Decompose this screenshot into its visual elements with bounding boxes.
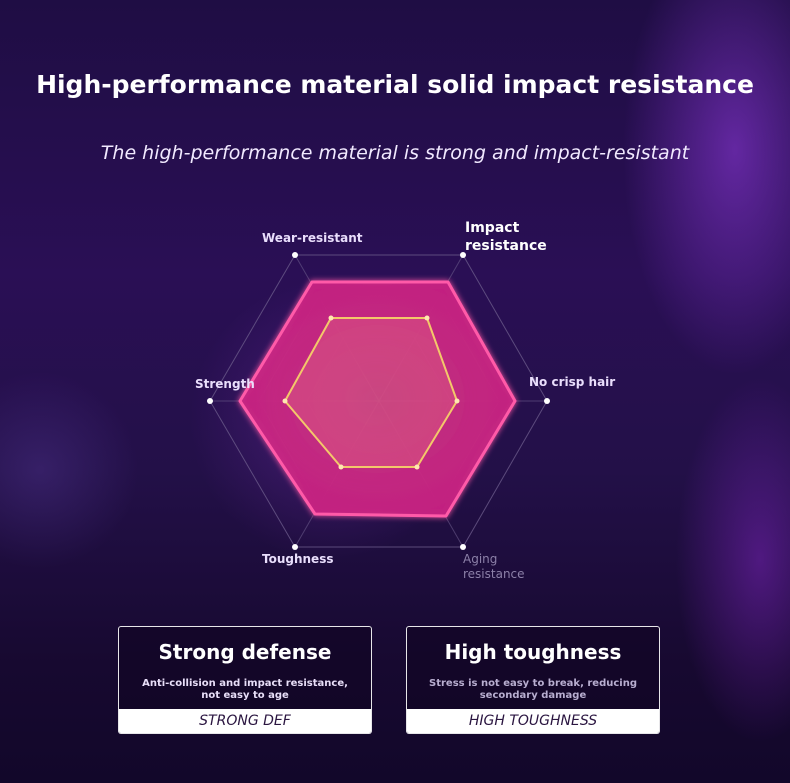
feature-card-strong-defense: Strong defense Anti-collision and impact… [118,626,372,734]
axis-label-aging: Aging resistance [463,552,525,581]
axis-label-crisp: No crisp hair [529,375,616,389]
card-title: Strong defense [158,640,332,664]
radar-outer-area [238,280,517,518]
card-tag: HIGH TOUGHNESS [407,709,659,733]
radar-axis-points [207,252,550,550]
card-description: Stress is not easy to break, reducing se… [429,678,637,701]
axis-label-impact: Impact resistance [465,220,547,254]
card-description: Anti-collision and impact resistance, no… [142,678,348,701]
page-subtitle: The high-performance material is strong … [100,142,690,164]
axis-label-strength: Strength [195,377,255,391]
radar-inner-points [282,315,460,470]
axis-label-toughness: Toughness [262,552,334,566]
card-title: High toughness [444,640,622,664]
axis-label-wear: Wear-resistant [262,231,363,245]
card-tag: STRONG DEF [119,709,371,733]
feature-card-high-toughness: High toughness Stress is not easy to bre… [406,626,660,734]
page-title: High-performance material solid impact r… [36,70,754,99]
